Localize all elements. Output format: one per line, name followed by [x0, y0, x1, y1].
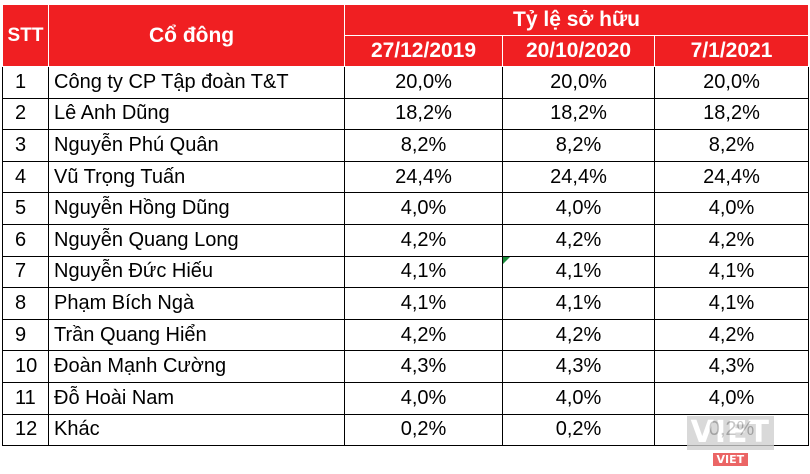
row-value-date-1: 4,0% [344, 192, 503, 225]
row-value-date-3: 4,2% [653, 318, 810, 352]
row-stt: 6 [2, 223, 49, 257]
row-value-date-1: 4,1% [344, 255, 503, 289]
header-stt: STT [2, 4, 49, 67]
table-row: 1 Công ty CP Tập đoàn T&T 20,0% 20,0% 20… [2, 66, 810, 99]
table-row: 7 Nguyễn Đức Hiếu 4,1% 4,1% 4,1% [2, 255, 810, 289]
header-row-top: STT Cổ đông Tỷ lệ sở hữu [2, 4, 810, 67]
shareholder-table: STT Cổ đông Tỷ lệ sở hữu 27/12/2019 20/1… [2, 4, 810, 447]
row-stt: 3 [2, 129, 49, 162]
header-date-2: 20/10/2020 [502, 35, 655, 67]
table-row: 11 Đỗ Hoài Nam 4,0% 4,0% 4,0% [2, 381, 810, 415]
row-value-date-1: 4,2% [344, 318, 503, 352]
row-value-date-3: 24,4% [653, 160, 810, 194]
row-value-date-2: 4,1% [502, 287, 655, 320]
row-value-date-1: 4,3% [344, 350, 503, 383]
row-value-date-2-text: 4,1% [555, 260, 602, 283]
row-stt: 1 [2, 66, 49, 99]
row-value-date-3: 20,0% [653, 66, 810, 99]
row-value-date-2: 24,4% [502, 160, 655, 194]
row-value-date-3: 4,0% [653, 381, 810, 415]
row-shareholder-name: Trần Quang Hiển [48, 318, 345, 352]
row-value-date-3: 4,3% [653, 350, 810, 383]
row-shareholder-name: Nguyễn Phú Quân [48, 129, 345, 162]
row-value-date-3: 4,1% [653, 255, 810, 289]
table-row: 3 Nguyễn Phú Quân 8,2% 8,2% 8,2% [2, 129, 810, 162]
row-value-date-3: 4,2% [653, 223, 810, 257]
row-shareholder-name: Khác [48, 413, 345, 447]
row-stt: 8 [2, 287, 49, 320]
table-row: 2 Lê Anh Dũng 18,2% 18,2% 18,2% [2, 97, 810, 131]
row-shareholder-name: Phạm Bích Ngà [48, 287, 345, 320]
table-row: 10 Đoàn Mạnh Cường 4,3% 4,3% 4,3% [2, 350, 810, 383]
row-stt: 2 [2, 97, 49, 131]
table-row: 8 Phạm Bích Ngà 4,1% 4,1% 4,1% [2, 287, 810, 320]
row-value-date-3: 18,2% [653, 97, 810, 131]
row-value-date-3: 8,2% [653, 129, 810, 162]
row-value-date-2: 4,1% [502, 255, 655, 289]
row-value-date-2: 8,2% [502, 129, 655, 162]
row-value-date-1: 0,2% [344, 413, 503, 447]
row-value-date-1: 4,0% [344, 381, 503, 415]
row-stt: 4 [2, 160, 49, 194]
row-value-date-2: 4,0% [502, 381, 655, 415]
row-value-date-2: 18,2% [502, 97, 655, 131]
table-row: 5 Nguyễn Hồng Dũng 4,0% 4,0% 4,0% [2, 192, 810, 225]
row-shareholder-name: Nguyễn Đức Hiếu [48, 255, 345, 289]
row-value-date-3: 4,1% [653, 287, 810, 320]
table-row: 12 Khác 0,2% 0,2% 0,2% [2, 413, 810, 447]
row-stt: 11 [2, 381, 49, 415]
row-value-date-1: 4,2% [344, 223, 503, 257]
header-row-dates: 27/12/2019 20/10/2020 7/1/2021 [3, 35, 810, 67]
row-value-date-2: 4,0% [502, 192, 655, 225]
table-row: 9 Trần Quang Hiển 4,2% 4,2% 4,2% [2, 318, 810, 352]
watermark-sub-text: VIET [712, 453, 749, 466]
header-ownership-ratio: Tỷ lệ sở hữu [343, 4, 810, 36]
row-stt: 9 [2, 318, 49, 352]
row-value-date-3: 0,2% [653, 413, 810, 447]
row-value-date-2: 4,3% [502, 350, 655, 383]
table-row: 6 Nguyễn Quang Long 4,2% 4,2% 4,2% [2, 223, 810, 257]
row-shareholder-name: Lê Anh Dũng [48, 97, 345, 131]
row-value-date-2: 4,2% [502, 318, 655, 352]
row-value-date-1: 18,2% [344, 97, 503, 131]
row-stt: 12 [2, 413, 49, 447]
shareholder-table-container: STT Cổ đông Tỷ lệ sở hữu 27/12/2019 20/1… [2, 4, 810, 447]
row-shareholder-name: Đỗ Hoài Nam [48, 381, 345, 415]
row-value-date-2: 0,2% [502, 413, 655, 447]
row-shareholder-name: Công ty CP Tập đoàn T&T [48, 66, 345, 99]
row-stt: 7 [2, 255, 49, 289]
row-shareholder-name: Đoàn Mạnh Cường [48, 350, 345, 383]
row-value-date-3: 4,0% [653, 192, 810, 225]
header-date-1: 27/12/2019 [344, 35, 503, 67]
row-value-date-1: 8,2% [344, 129, 503, 162]
row-shareholder-name: Vũ Trọng Tuấn [48, 160, 345, 194]
row-stt: 10 [2, 350, 49, 383]
row-shareholder-name: Nguyễn Hồng Dũng [48, 192, 345, 225]
row-value-date-2: 20,0% [502, 66, 655, 99]
header-shareholder: Cổ đông [48, 4, 345, 67]
row-value-date-2: 4,2% [502, 223, 655, 257]
table-row: 4 Vũ Trọng Tuấn 24,4% 24,4% 24,4% [2, 160, 810, 194]
header-date-3: 7/1/2021 [653, 35, 810, 67]
row-value-date-1: 4,1% [344, 287, 503, 320]
row-value-date-1: 24,4% [344, 160, 503, 194]
row-value-date-1: 20,0% [344, 66, 503, 99]
row-stt: 5 [2, 192, 49, 225]
row-shareholder-name: Nguyễn Quang Long [48, 223, 345, 257]
cell-comment-marker [503, 257, 510, 264]
